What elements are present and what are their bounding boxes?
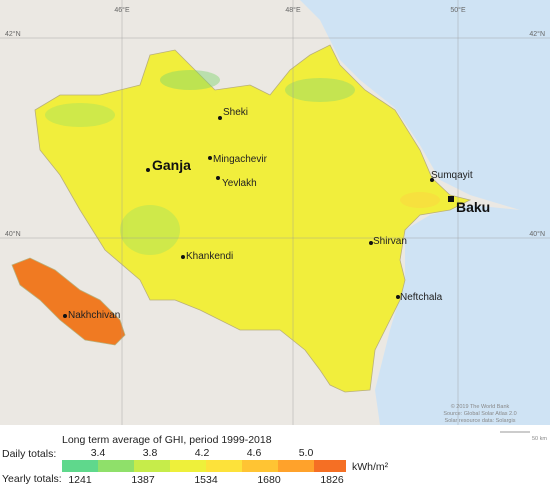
lon-label: 50°E (450, 6, 466, 14)
attribution: Solar resource data: Solargis (445, 418, 516, 424)
legend-unit: kWh/m² (352, 461, 389, 473)
daily-value: 3.8 (143, 447, 158, 459)
city-label: Mingachevir (213, 154, 268, 165)
city-label: Neftchala (400, 292, 443, 303)
city-label: Nakhchivan (68, 310, 120, 321)
lat-label: 42°N (5, 30, 21, 38)
lat-label: 40°N (5, 230, 21, 238)
attribution: Source: Global Solar Atlas 2.0 (443, 411, 516, 417)
scale-label: 50 km (532, 436, 547, 442)
legend-yearly: 1241 1387 1534 1680 1826 (68, 474, 344, 486)
color-bar (62, 460, 346, 472)
yearly-value: 1241 (68, 474, 92, 486)
yearly-value: 1680 (257, 474, 281, 486)
lat-label: 42°N (529, 30, 545, 38)
legend-yearly-label: Yearly totals: (2, 473, 62, 485)
daily-value: 3.4 (91, 447, 106, 459)
city-label: Yevlakh (222, 178, 257, 189)
daily-value: 5.0 (299, 447, 314, 459)
legend-daily-label: Daily totals: (2, 448, 56, 460)
city-label: Shirvan (373, 236, 407, 247)
city-label: Ganja (152, 157, 191, 173)
yearly-value: 1387 (131, 474, 155, 486)
city-label: Khankendi (186, 251, 233, 262)
lon-label: 46°E (114, 6, 130, 14)
daily-value: 4.2 (195, 447, 210, 459)
city-label: Baku (456, 199, 490, 215)
legend-daily: 3.4 3.8 4.2 4.6 5.0 (91, 447, 314, 459)
attribution: © 2019 The World Bank (451, 403, 510, 410)
terrain (45, 70, 440, 255)
yearly-value: 1826 (320, 474, 344, 486)
daily-value: 4.6 (247, 447, 262, 459)
city-dots (63, 116, 454, 318)
lon-label: 48°E (285, 6, 301, 14)
nakhchivan (11, 257, 126, 346)
legend-title: Long term average of GHI, period 1999-20… (62, 434, 272, 446)
azerbaijan (34, 44, 472, 393)
lat-label: 40°N (529, 230, 545, 238)
sea (300, 0, 550, 425)
graticule (0, 0, 550, 425)
city-label: Sheki (223, 107, 248, 118)
yearly-value: 1534 (194, 474, 218, 486)
city-label: Sumqayit (431, 170, 473, 181)
